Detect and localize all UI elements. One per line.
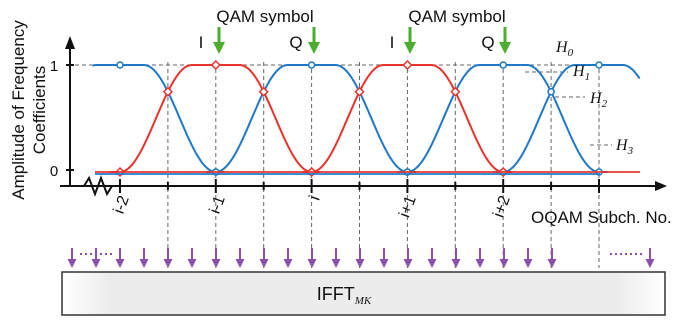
coefficient-marker (210, 59, 221, 71)
qam-arrow-head (213, 42, 225, 54)
ifft-block (61, 271, 666, 316)
qam-symbol-label: QAM symbol (216, 7, 313, 26)
coefficient-marker (116, 61, 124, 69)
coefficient-marker (402, 59, 413, 71)
ifft-input-arrow-head (547, 259, 557, 268)
y-axis-label-line1: Amplitude of Frequency (9, 20, 28, 200)
coefficient-marker (354, 86, 365, 97)
filter-curves (92, 59, 641, 178)
x-ticks (119, 179, 600, 193)
y-axis-arrowhead (65, 36, 75, 49)
ifft-input-arrow-head (91, 259, 101, 268)
qam-arrow-head (308, 42, 320, 54)
qam-arrow-head (499, 42, 511, 54)
filter-curve (92, 64, 225, 173)
qam-arrows (213, 27, 511, 54)
axis-break-zigzag (83, 175, 113, 197)
ifft-input-arrow-head (331, 259, 341, 268)
h3-label: H3 (615, 137, 634, 157)
y-axis-label-line2: Coefficients (30, 66, 49, 155)
ifft-input-arrow-head (259, 259, 269, 268)
coefficient-marker (595, 61, 603, 69)
ifft-input-arrow-head (115, 259, 125, 268)
ifft-input-arrow-head (235, 259, 245, 268)
x-axis-arrowhead (655, 181, 667, 191)
ifft-input-arrow-head (163, 259, 173, 268)
ifft-input-arrow-head (403, 259, 413, 268)
coefficient-marker (258, 86, 269, 97)
ifft-input-arrow-head (427, 259, 437, 268)
filter-curve (493, 64, 641, 173)
qam-arrow-head (404, 42, 416, 54)
x-tick-label: i-1 (207, 193, 229, 216)
ifft-input-arrow-head (283, 259, 293, 268)
ifft-input-arrow-head (523, 259, 533, 268)
y-tick-label-one: 1 (50, 58, 58, 75)
q-component-label: Q (481, 33, 494, 52)
ifft-input-arrow-head (307, 259, 317, 268)
q-component-label: Q (289, 33, 302, 52)
ifft-input-arrow-head (139, 259, 149, 268)
vertical-guide-lines (167, 62, 600, 268)
h2-label: H2 (589, 90, 608, 110)
ifft-label: IFFTMK (317, 284, 372, 307)
qam-symbol-label: QAM symbol (408, 7, 505, 26)
ifft-input-arrow-head (451, 259, 461, 268)
i-component-label: I (199, 33, 204, 52)
ifft-input-arrow-head (475, 259, 485, 268)
i-component-label: I (390, 33, 395, 52)
coefficient-marker (450, 86, 461, 97)
coefficient-marker (547, 88, 555, 96)
coefficient-marker (499, 61, 507, 69)
x-tick-label: i (307, 194, 324, 203)
h0-label: H0 (555, 39, 574, 59)
coefficient-marker (162, 86, 173, 97)
ifft-input-arrow-head (211, 259, 221, 268)
ifft-input-arrow-head (379, 259, 389, 268)
h1-label: H1 (572, 63, 590, 83)
ifft-input-arrow-head (355, 259, 365, 268)
x-tick-label: i+1 (396, 193, 419, 219)
ifft-input-arrow-head (499, 259, 509, 268)
ifft-input-arrows (67, 248, 655, 268)
ifft-input-arrow-head (187, 259, 197, 268)
x-tick-label: i+2 (490, 193, 513, 219)
ifft-input-arrow-head (67, 259, 77, 268)
x-axis-label: OQAM Subch. No. (531, 208, 672, 227)
horizontal-guide-lines (75, 64, 612, 146)
ifft-input-arrow-head (645, 259, 655, 268)
y-tick-label-zero: 0 (50, 163, 58, 180)
x-tick-label: i-2 (111, 193, 133, 216)
coefficient-marker (307, 61, 316, 69)
